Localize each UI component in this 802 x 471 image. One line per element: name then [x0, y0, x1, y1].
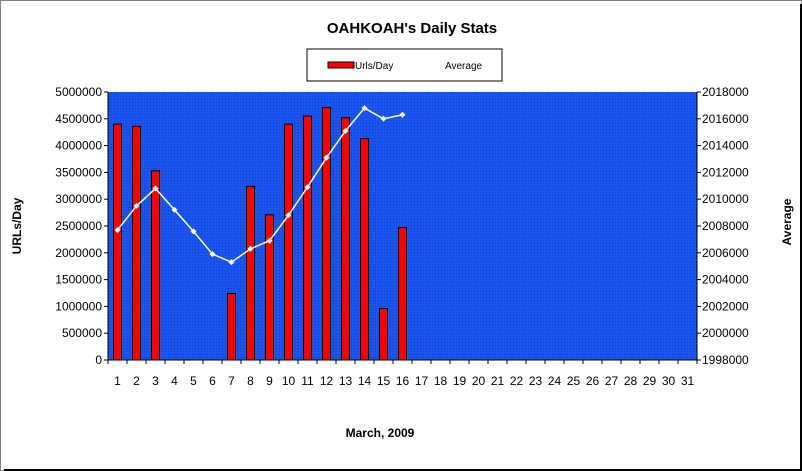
legend-bar-swatch	[327, 61, 355, 69]
y2-tick-label: 2002000	[702, 299, 749, 313]
bar-series	[113, 107, 407, 361]
x-tick-label: 15	[377, 374, 391, 388]
average-point	[323, 154, 330, 161]
x-axis-title: March, 2009	[346, 426, 415, 440]
frame-shadow-right	[800, 4, 802, 471]
average-point	[247, 245, 254, 252]
y2-tick-label: 2010000	[702, 192, 749, 206]
y-tick-label: 5000000	[55, 85, 102, 99]
legend-label-average: Average	[445, 61, 483, 72]
y-ticks-left: 0 500000 1000000 1500000 2000000 2500000 30000…	[55, 85, 108, 367]
average-point	[304, 184, 311, 191]
y2-tick-label: 2018000	[702, 85, 749, 99]
y2-tick-label: 2016000	[702, 112, 749, 126]
bar	[246, 185, 255, 361]
y2-tick-label: 1998000	[702, 353, 749, 367]
y-tick-label: 4500000	[55, 112, 102, 126]
bar	[322, 107, 331, 361]
x-tick-label: 1	[114, 374, 121, 388]
bar	[132, 125, 141, 361]
average-series	[114, 105, 406, 266]
y-tick-label: 4000000	[55, 139, 102, 153]
x-tick-label: 8	[247, 374, 254, 388]
bar	[151, 170, 160, 361]
x-tick-label: 26	[586, 374, 600, 388]
y-axis-title: URLs/Day	[10, 197, 24, 254]
x-tick-label: 11	[301, 374, 314, 388]
bar	[303, 115, 312, 361]
y2-tick-label: 2008000	[702, 219, 749, 233]
x-tick-label: 20	[472, 374, 486, 388]
legend-label-urls: Urls/Day	[355, 61, 393, 72]
bar	[360, 138, 369, 361]
y-tick-label: 3500000	[55, 165, 102, 179]
legend: Urls/Day Average	[306, 48, 503, 82]
average-point	[171, 206, 178, 213]
y2-axis-title: Average	[780, 198, 794, 245]
average-point	[152, 185, 159, 192]
y-tick-label: 1500000	[55, 273, 102, 287]
y-tick-label: 500000	[62, 326, 102, 340]
x-tick-label: 12	[320, 374, 334, 388]
average-point	[209, 251, 216, 258]
x-tick-label: 14	[358, 374, 372, 388]
bar	[398, 227, 407, 361]
x-tick-label: 22	[510, 374, 524, 388]
y-tick-label: 2000000	[55, 246, 102, 260]
y-tick-label: 2500000	[55, 219, 102, 233]
x-tick-label: 30	[662, 374, 676, 388]
average-point	[228, 259, 235, 266]
average-point	[380, 115, 387, 122]
average-point	[361, 105, 368, 112]
y2-tick-label: 2012000	[702, 165, 749, 179]
x-tick-label: 23	[529, 374, 543, 388]
x-tick-label: 31	[681, 374, 695, 388]
legend-point-swatch	[425, 62, 431, 68]
y-tick-label: 1000000	[55, 299, 102, 313]
x-tick-label: 9	[266, 374, 273, 388]
average-point	[285, 212, 292, 219]
average-point	[342, 127, 349, 134]
y2-tick-label: 2014000	[702, 139, 749, 153]
bar	[341, 117, 350, 361]
average-point	[190, 228, 197, 235]
x-tick-label: 3	[152, 374, 159, 388]
average-line	[116, 107, 403, 264]
x-tick-label: 21	[491, 374, 505, 388]
x-tick-label: 13	[339, 374, 353, 388]
chart-title: OAHKOAH's Daily Stats	[327, 20, 497, 37]
x-tick-label: 10	[282, 374, 296, 388]
average-point	[266, 237, 273, 244]
x-tick-label: 4	[171, 374, 178, 388]
x-tick-label: 29	[643, 374, 657, 388]
bar	[227, 293, 236, 361]
frame-shadow-bottom	[4, 469, 802, 471]
x-tick-label: 28	[624, 374, 638, 388]
bar	[379, 308, 388, 361]
y-ticks-right: 1998000 2000000 2002000 2004000 2006000 20080…	[697, 85, 749, 367]
y-tick-label: 3000000	[55, 192, 102, 206]
x-tick-label: 24	[548, 374, 562, 388]
y2-tick-label: 2006000	[702, 246, 749, 260]
y-tick-label: 0	[95, 353, 102, 367]
x-tick-label: 19	[453, 374, 467, 388]
x-tick-label: 18	[434, 374, 448, 388]
y2-tick-label: 2004000	[702, 273, 749, 287]
x-tick-label: 5	[190, 374, 197, 388]
y2-tick-label: 2000000	[702, 326, 749, 340]
x-tick-label: 6	[209, 374, 216, 388]
bar	[113, 123, 122, 361]
x-tick-label: 27	[605, 374, 619, 388]
average-point	[114, 227, 121, 234]
x-tick-label: 25	[567, 374, 581, 388]
x-tick-label: 17	[415, 374, 429, 388]
average-point	[399, 111, 406, 118]
bar	[284, 123, 293, 361]
x-ticks: 1 2 3 4 5 6 7 8 9 10 11 12 13 14 15 16 17 18 19 20 21 22 23 24 2…	[107, 360, 698, 388]
average-point	[133, 202, 140, 209]
x-tick-label: 16	[396, 374, 410, 388]
x-tick-label: 7	[228, 374, 235, 388]
x-tick-label: 2	[133, 374, 140, 388]
